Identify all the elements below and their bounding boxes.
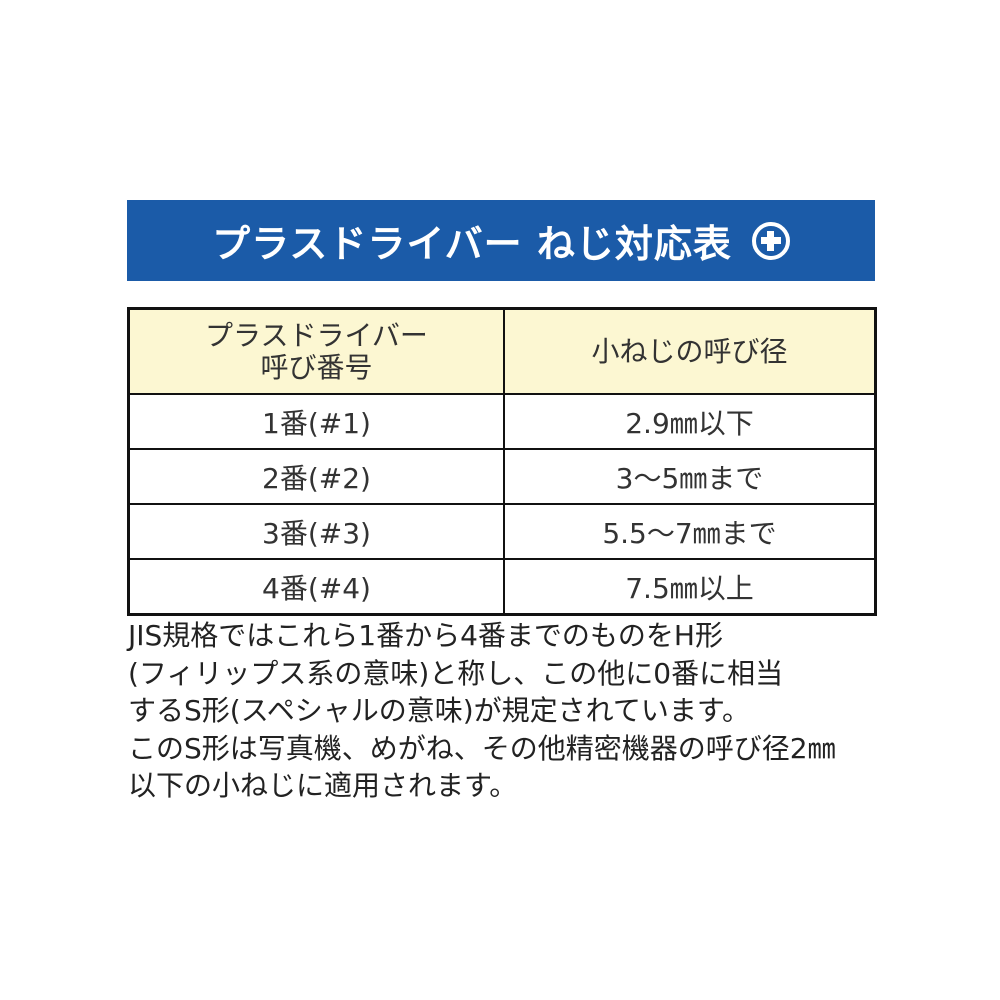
screw-diameter-cell: 2.9㎜以下 xyxy=(503,393,877,450)
header-line: 呼び番号 xyxy=(260,350,373,384)
screw-size-table: プラスドライバー 呼び番号 小ねじの呼び径 1番(#1) 2.9㎜以下 2番(#… xyxy=(127,307,877,616)
notes-line: (フィリップス系の意味)と称し、この他に0番に相当 xyxy=(128,656,784,690)
driver-number-cell: 3番(#3) xyxy=(127,503,505,560)
table-row: 4番(#4) 7.5㎜以上 xyxy=(127,558,877,616)
notes-line: 以下の小ねじに適用されます。 xyxy=(128,769,518,802)
notes-line: このS形は写真機、めがね、その他精密機器の呼び径2㎜ xyxy=(128,731,836,765)
header-line: プラスドライバー xyxy=(205,318,428,352)
banner-title: プラスドライバー ねじ対応表 xyxy=(212,222,732,266)
notes-line: するS形(スペシャルの意味)が規定されています。 xyxy=(128,694,751,727)
driver-number-cell: 2番(#2) xyxy=(127,448,505,505)
table-row: 2番(#2) 3〜5㎜まで xyxy=(127,448,877,505)
header-screw-diameter: 小ねじの呼び径 xyxy=(503,307,877,395)
title-banner: プラスドライバー ねじ対応表 xyxy=(127,200,875,281)
phillips-plus-icon xyxy=(751,221,790,260)
driver-number-cell: 4番(#4) xyxy=(127,558,505,616)
header-driver-number: プラスドライバー 呼び番号 xyxy=(127,307,505,395)
screw-diameter-cell: 5.5〜7㎜まで xyxy=(503,503,877,560)
table-row: 3番(#3) 5.5〜7㎜まで xyxy=(127,503,877,560)
driver-number-cell: 1番(#1) xyxy=(127,393,505,450)
notes-paragraph: JIS規格ではこれら1番から4番までのものをH形 (フィリップス系の意味)と称し… xyxy=(128,617,888,805)
table-header-row: プラスドライバー 呼び番号 小ねじの呼び径 xyxy=(127,307,877,395)
table-row: 1番(#1) 2.9㎜以下 xyxy=(127,393,877,450)
screw-diameter-cell: 3〜5㎜まで xyxy=(503,448,877,505)
screw-diameter-cell: 7.5㎜以上 xyxy=(503,558,877,616)
notes-line: JIS規格ではこれら1番から4番までのものをH形 xyxy=(128,619,723,652)
